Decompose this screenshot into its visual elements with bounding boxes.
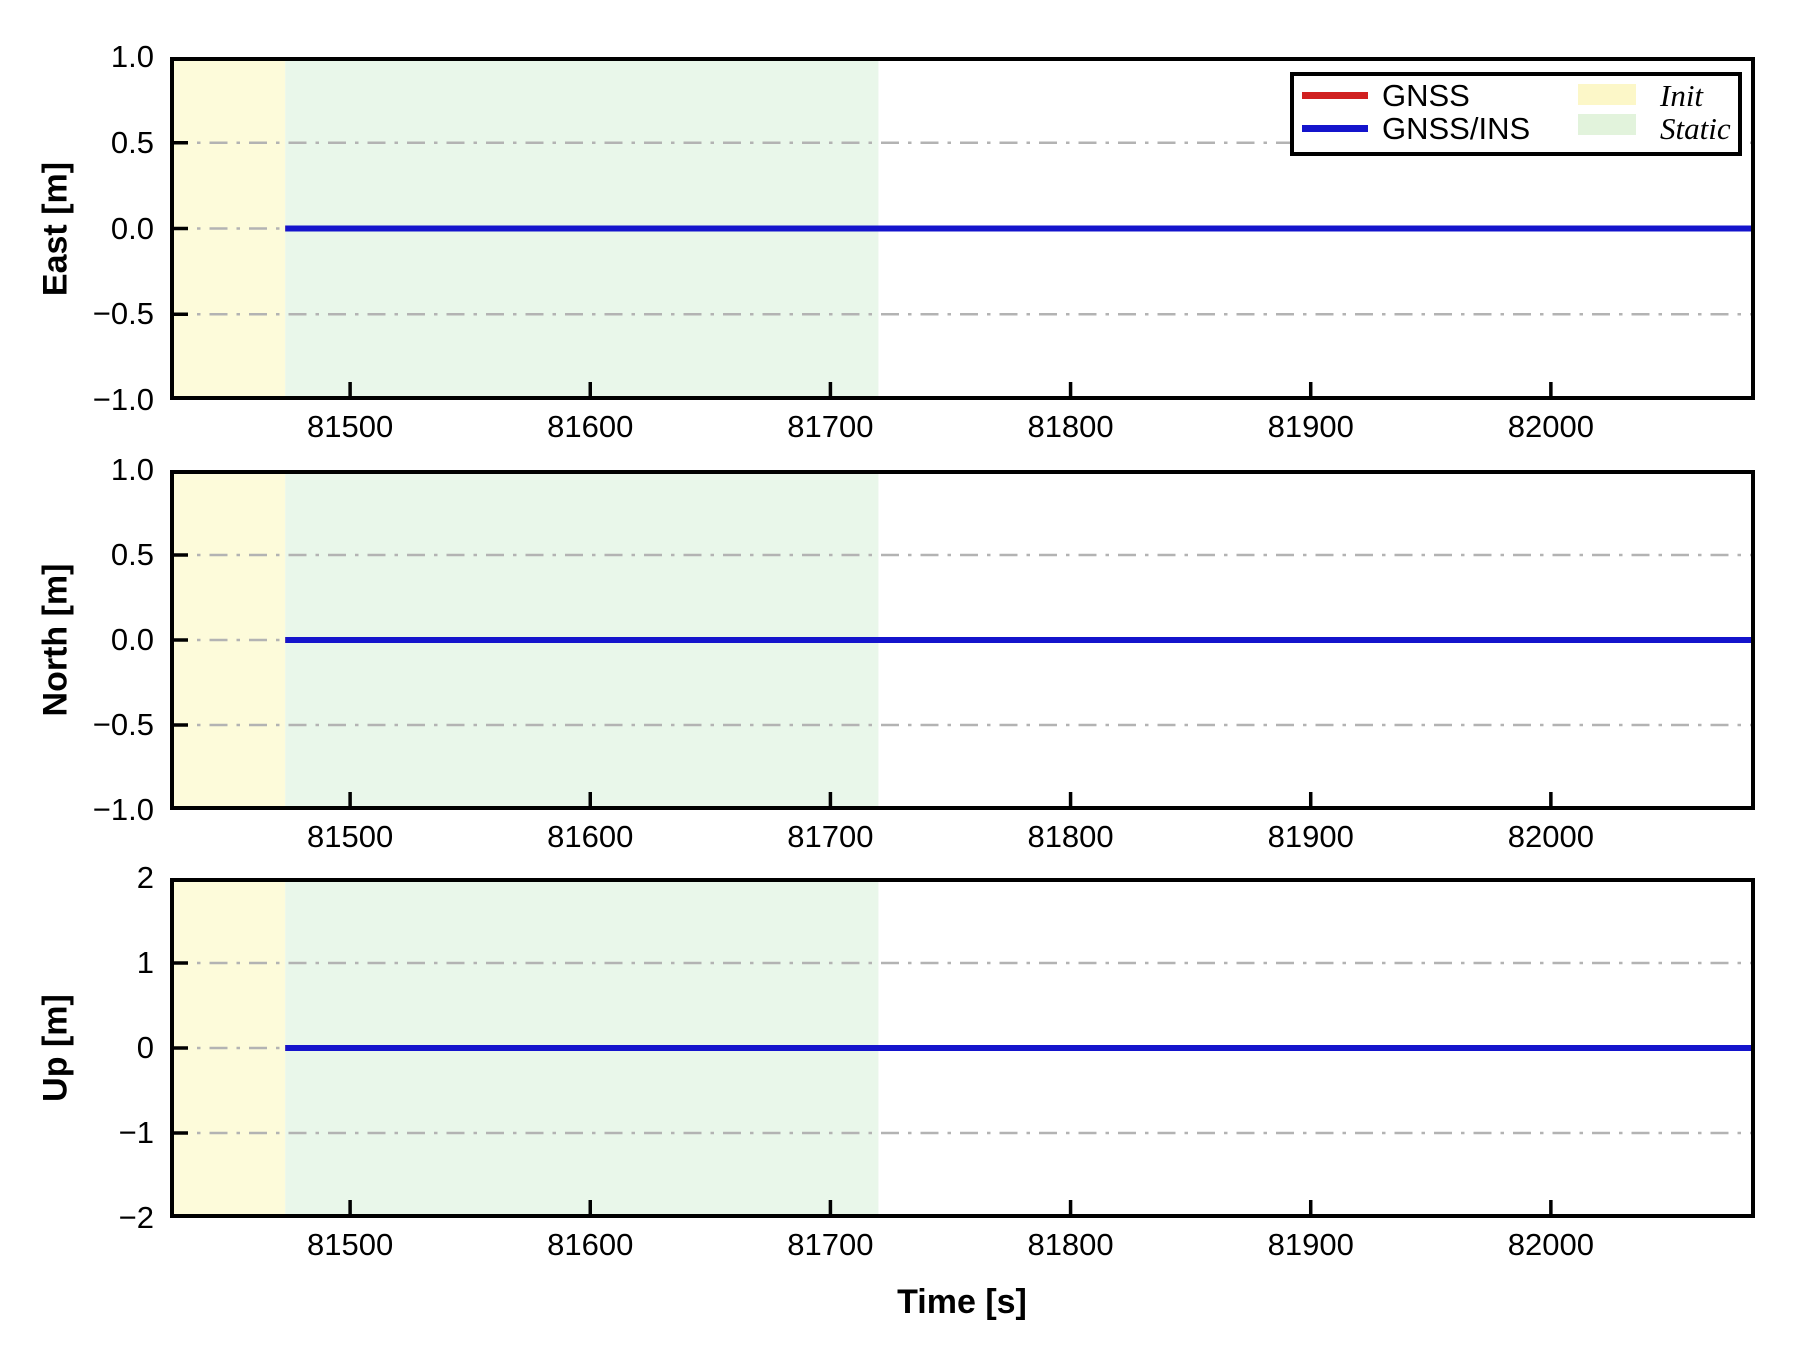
y-tick-label: 1 [136,945,154,980]
legend-label-static: Static [1660,111,1731,146]
x-tick-label: 81700 [787,1227,874,1262]
y-tick-label: 1.0 [110,452,154,487]
y-tick-label: 0.0 [110,210,154,246]
y-tick-label: 2 [136,860,154,895]
x-tick-label: 82000 [1507,1227,1594,1262]
x-axis-label: Time [s] [897,1283,1027,1321]
x-tick-label: 81600 [547,819,634,854]
y-axis-label-up: Up [m] [36,994,75,1102]
legend-init-patch [1578,84,1636,105]
y-tick-label: 0.0 [110,622,154,657]
plot-area-up [170,878,1755,1218]
y-tick-label: 0.5 [110,537,154,572]
x-tick-label: 82000 [1507,409,1594,444]
x-tick-label: 81800 [1027,409,1114,444]
x-tick-label: 81500 [307,1227,394,1262]
y-tick-label: −1.0 [92,792,154,827]
y-tick-label: −0.5 [92,296,154,332]
y-tick-label: 1.0 [110,39,154,74]
x-tick-label: 81700 [787,409,874,444]
legend-label-init: Init [1660,78,1704,113]
y-tick-label: −1 [118,1115,154,1150]
y-tick-label: −1.0 [92,382,154,417]
x-tick-label: 81500 [307,409,394,444]
y-tick-label: −2 [118,1200,154,1235]
x-tick-label: 81700 [787,819,874,854]
legend: GNSS GNSS/INS Init Static [1290,72,1742,156]
plot-border [170,470,1755,810]
y-axis-label-east: East [m] [36,161,75,296]
x-tick-label: 82000 [1507,819,1594,854]
x-tick-label: 81800 [1027,819,1114,854]
x-tick-label: 81900 [1267,409,1354,444]
y-axis-label-north: North [m] [36,563,75,717]
y-tick-label: 0.5 [110,124,154,160]
plot-area-east [170,57,1755,400]
legend-label-gnss: GNSS [1382,78,1470,113]
x-tick-label: 81900 [1267,1227,1354,1262]
x-tick-label: 81800 [1027,1227,1114,1262]
plot-border [170,57,1755,400]
legend-gnss-ins-line-swatch [1302,125,1368,132]
x-tick-label: 81900 [1267,819,1354,854]
plot-border [170,878,1755,1218]
plot-area-north [170,470,1755,810]
x-tick-label: 81600 [547,1227,634,1262]
x-tick-label: 81600 [547,409,634,444]
x-tick-label: 81500 [307,819,394,854]
y-tick-label: 0 [136,1030,154,1065]
legend-label-gnss-ins: GNSS/INS [1382,111,1531,146]
legend-static-patch [1578,114,1636,135]
legend-gnss-line-swatch [1302,92,1368,99]
y-tick-label: −0.5 [92,707,154,742]
